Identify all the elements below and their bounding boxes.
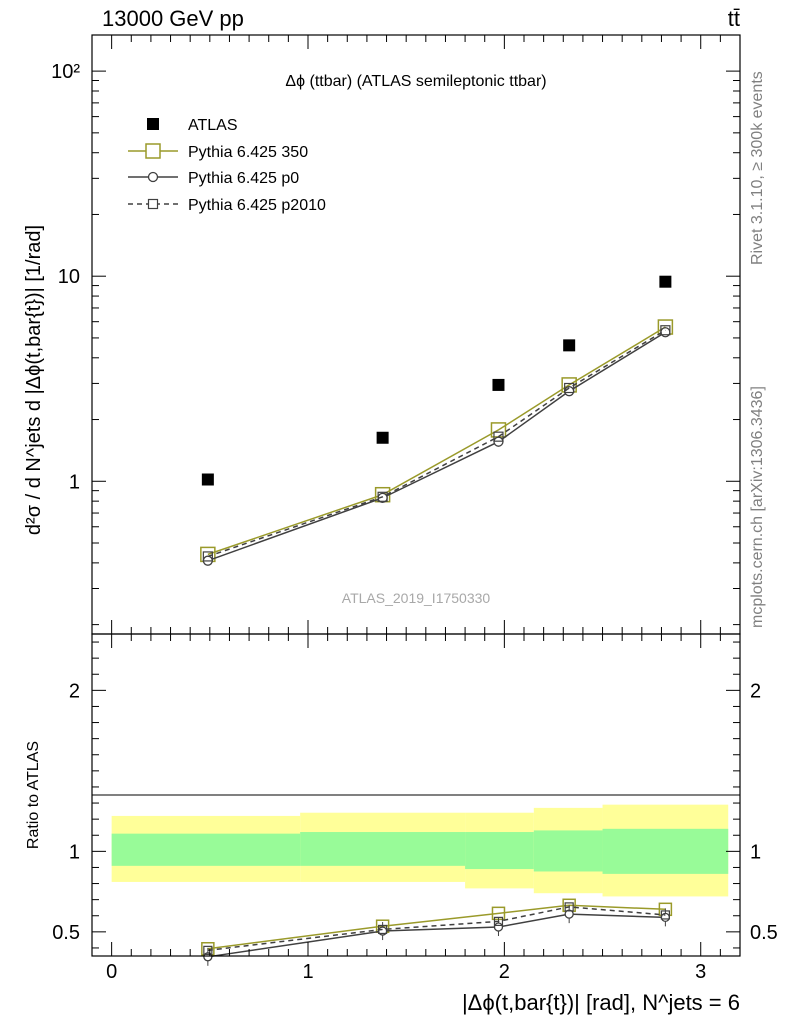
ratio-y-tick-label-left: 0.5 xyxy=(52,922,80,944)
atlas-point xyxy=(563,339,576,352)
ratio-panel: 0.5 0.5 1 1 2 2 0 1 2 3 Ratio to ATLAS |Δϕ(t,bar{… xyxy=(25,633,778,1015)
main-series xyxy=(200,275,674,566)
atlas-point xyxy=(659,275,672,288)
y-axis-title: d²σ / d N^jets d |Δϕ(t,bar{t})| [1/rad] xyxy=(23,225,45,535)
ratio-marker-p0 xyxy=(493,922,504,932)
ratio-axis-ticks: 0.5 0.5 1 1 2 2 0 1 2 3 xyxy=(52,634,778,983)
legend: ATLAS Pythia 6.425 350 Pythia 6.425 p0 Pyth… xyxy=(128,117,326,214)
ratio-y-tick-label-right: 1 xyxy=(750,841,761,863)
ratio-series xyxy=(201,898,673,966)
marker-p2010 xyxy=(202,551,213,562)
ratio-y-tick-label-right: 0.5 xyxy=(750,922,778,944)
atlas-point xyxy=(492,378,505,391)
ratio-marker-p2010 xyxy=(660,910,670,920)
ratio-bands xyxy=(111,804,729,897)
ratio-frame xyxy=(91,633,741,957)
marker-p0 xyxy=(564,386,575,397)
marker-p2010 xyxy=(377,491,388,502)
ratio-marker-p2010 xyxy=(203,945,213,955)
chart-title: Δϕ (ttbar) (ATLAS semileptonic ttbar) xyxy=(285,73,546,90)
stat-band-bin xyxy=(111,833,301,866)
ratio-y-tick-label-left: 1 xyxy=(69,841,80,863)
series-line-2 xyxy=(207,331,666,562)
x-tick-label: 0 xyxy=(106,961,117,983)
stat-band-bin xyxy=(300,832,466,866)
series-line-3 xyxy=(207,329,666,558)
stat-band-bin xyxy=(602,828,729,874)
legend-marker-atlas xyxy=(147,118,159,130)
x-tick-label: 1 xyxy=(302,961,313,983)
atlas-point xyxy=(201,473,214,486)
legend-label: Pythia 6.425 p2010 xyxy=(188,197,326,214)
x-tick-label: 3 xyxy=(695,961,706,983)
y-tick-label: 1 xyxy=(69,471,80,493)
y-tick-label: 10² xyxy=(51,61,80,83)
x-tick-label: 2 xyxy=(499,961,510,983)
ratio-line-0 xyxy=(207,904,666,950)
ratio-line-2 xyxy=(207,906,666,952)
legend-label: ATLAS xyxy=(188,117,238,134)
legend-label: Pythia 6.425 p0 xyxy=(188,170,299,187)
ratio-y-tick-label-right: 2 xyxy=(750,680,761,702)
x-axis-title: |Δϕ(t,bar{t})| [rad], N^jets = 6 xyxy=(462,990,740,1015)
marker-p0 xyxy=(660,327,671,338)
stat-band-bin xyxy=(533,830,603,872)
legend-marker-p2010 xyxy=(147,198,159,210)
process-label: tt̄ xyxy=(728,6,740,31)
stat-band-bin xyxy=(465,832,534,870)
mcplots-label: mcplots.cern.ch [arXiv:1306.3436] xyxy=(749,386,766,628)
rivet-version-label: Rivet 3.1.10, ≥ 300k events xyxy=(749,71,766,265)
main-panel: 1 10 10² Δϕ (ttbar) (ATLAS semileptonic tt… xyxy=(23,34,741,635)
series-line-1 xyxy=(207,326,666,556)
marker-p2010 xyxy=(493,431,504,442)
ratio-marker-p0 xyxy=(564,909,574,919)
atlas-point xyxy=(376,431,389,444)
ratio-marker-p2010 xyxy=(493,916,504,926)
ratio-y-axis-title: Ratio to ATLAS xyxy=(25,741,42,849)
ratio-marker-p2010 xyxy=(378,924,388,935)
energy-label: 13000 GeV pp xyxy=(102,6,244,31)
legend-label: Pythia 6.425 350 xyxy=(188,144,308,161)
marker-p2010 xyxy=(660,325,671,336)
legend-marker-p0 xyxy=(147,171,159,183)
main-axis-ticks: 1 10 10² xyxy=(51,35,740,634)
ratio-marker-p2010 xyxy=(564,902,574,912)
legend-marker-350 xyxy=(145,143,161,159)
marker-p2010 xyxy=(564,382,575,394)
y-tick-label: 10 xyxy=(58,266,80,288)
analysis-watermark: ATLAS_2019_I1750330 xyxy=(342,590,491,606)
ratio-y-tick-label-left: 2 xyxy=(69,680,80,702)
